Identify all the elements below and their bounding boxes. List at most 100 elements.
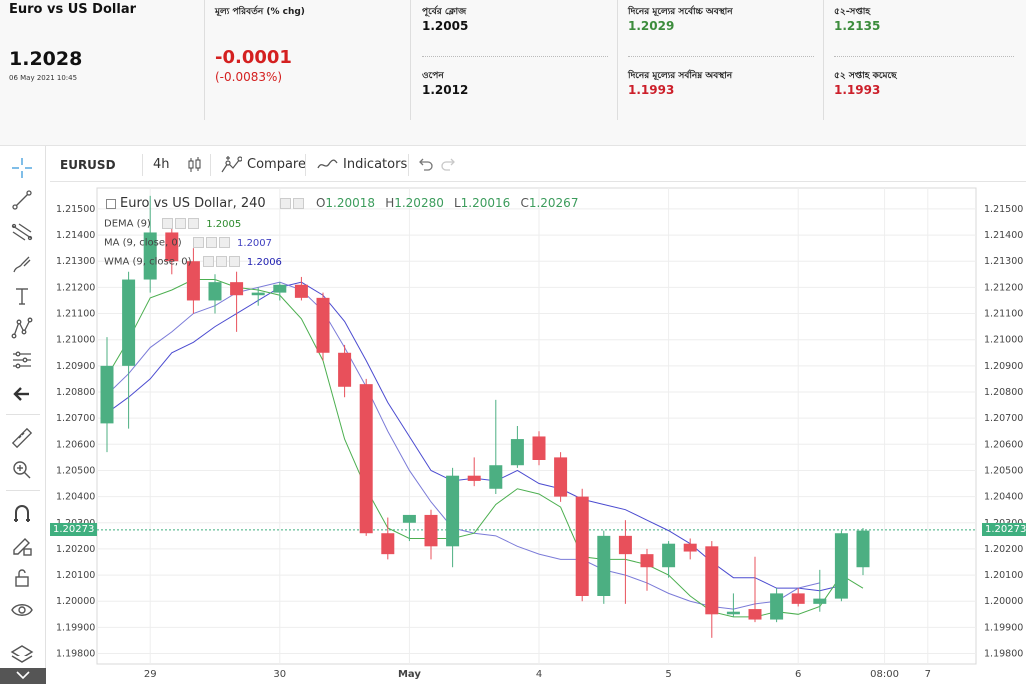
y-tick-label-left: 1.20200 bbox=[56, 544, 95, 555]
candle-down bbox=[618, 535, 632, 555]
visibility-icon[interactable] bbox=[175, 218, 187, 229]
divider bbox=[422, 56, 608, 57]
day-high-label: দিনের মূল্যের সর্বোচ্চ অবস্থান bbox=[628, 7, 733, 17]
divider bbox=[142, 154, 143, 176]
compare-icon[interactable] bbox=[220, 148, 243, 182]
price-chart[interactable]: 1.21500 1.21500 1.21400 1.21400 1.21300 1.213… bbox=[50, 186, 1026, 684]
y-tick-label-right: 1.21500 bbox=[984, 204, 1023, 215]
compare-button[interactable]: Compare bbox=[247, 157, 306, 172]
indicators-button[interactable]: Indicators bbox=[343, 157, 408, 172]
y-tick-label-left: 1.21200 bbox=[56, 282, 95, 293]
toolbar-collapse-button[interactable] bbox=[0, 668, 46, 684]
divider bbox=[204, 0, 205, 120]
zoom-in-icon[interactable] bbox=[10, 458, 34, 482]
candle-down bbox=[705, 546, 719, 615]
divider bbox=[6, 414, 40, 415]
y-tick-label-right: 1.21400 bbox=[984, 230, 1023, 241]
legend-open: 1.20018 bbox=[325, 196, 376, 210]
close-icon[interactable] bbox=[188, 218, 200, 229]
x-tick-label: 30 bbox=[273, 669, 286, 680]
x-tick-label: May bbox=[398, 669, 421, 680]
redo-icon[interactable] bbox=[440, 148, 458, 182]
ruler-icon[interactable] bbox=[10, 426, 34, 450]
candle-down bbox=[683, 543, 697, 552]
y-tick-label-right: 1.20000 bbox=[984, 596, 1023, 607]
plot-area bbox=[96, 187, 977, 665]
y-tick-label-right: 1.20700 bbox=[984, 413, 1023, 424]
candle-down bbox=[748, 609, 762, 620]
legend-h-label: H bbox=[385, 196, 395, 210]
x-tick-label: 5 bbox=[665, 669, 671, 680]
settings-icon[interactable] bbox=[162, 218, 174, 229]
crosshair-icon[interactable] bbox=[10, 156, 34, 180]
legend-low: 1.20016 bbox=[460, 196, 511, 210]
lock-icon[interactable] bbox=[10, 566, 34, 590]
quote-date: 06 May 2021 10:45 bbox=[9, 74, 78, 82]
candle-up bbox=[208, 282, 222, 301]
candle-up bbox=[446, 475, 460, 547]
y-tick-label-left: 1.20400 bbox=[56, 492, 95, 503]
undo-icon[interactable] bbox=[416, 148, 434, 182]
candle-up bbox=[770, 593, 784, 620]
candle-style-icon[interactable] bbox=[187, 148, 203, 182]
y-tick-label-left: 1.20500 bbox=[56, 465, 95, 476]
settings-icon[interactable] bbox=[279, 198, 291, 209]
prev-close-label: পূর্বের ক্লোজ bbox=[422, 7, 467, 17]
change-label: মূল্য পরিবর্তন (% chg) bbox=[215, 7, 305, 17]
day-high-value: 1.2029 bbox=[628, 19, 675, 33]
candle-down bbox=[294, 284, 308, 298]
y-tick-label-left: 1.20600 bbox=[56, 439, 95, 450]
candle-up bbox=[597, 535, 611, 596]
pattern-icon[interactable] bbox=[10, 316, 34, 340]
candle-down bbox=[381, 533, 395, 555]
fib-icon[interactable] bbox=[10, 220, 34, 244]
settings-icon[interactable] bbox=[192, 237, 204, 248]
y-tick-label-left: 1.21400 bbox=[56, 230, 95, 241]
interval-button[interactable]: 4h bbox=[153, 157, 170, 172]
y-tick-label-left: 1.19900 bbox=[56, 622, 95, 633]
legend-ma-value: 1.2007 bbox=[237, 237, 273, 249]
lock-draw-icon[interactable] bbox=[10, 534, 34, 558]
y-tick-label-left: 1.21300 bbox=[56, 256, 95, 267]
symbol-input[interactable]: EURUSD bbox=[60, 158, 116, 172]
collapse-legend-icon[interactable] bbox=[106, 198, 116, 209]
quote-header: Euro vs US Dollar 1.2028 06 May 2021 10:… bbox=[0, 0, 1026, 146]
x-tick-label: 6 bbox=[795, 669, 801, 680]
text-icon[interactable] bbox=[10, 284, 34, 308]
day-low-label: দিনের মূল্যের সর্বনিম্ন অবস্থান bbox=[628, 71, 733, 81]
candle-up bbox=[510, 439, 524, 466]
chart-canvas[interactable]: 1.21500 1.21500 1.21400 1.21400 1.21300 1.213… bbox=[50, 186, 1026, 684]
indicators-icon[interactable] bbox=[316, 148, 338, 182]
visibility-icon[interactable] bbox=[215, 256, 227, 267]
visibility-icon[interactable] bbox=[292, 198, 304, 209]
legend-ma[interactable]: MA (9, close, 0) 1.2007 bbox=[104, 237, 272, 249]
legend-wma[interactable]: WMA (9, close, 0) 1.2006 bbox=[104, 256, 282, 268]
candle-up bbox=[251, 292, 265, 296]
settings-icon[interactable] bbox=[202, 256, 214, 267]
candle-down bbox=[640, 554, 654, 568]
open-label: ওপেন bbox=[422, 71, 444, 81]
candle-down bbox=[554, 457, 568, 497]
layers-icon[interactable] bbox=[10, 642, 34, 666]
x-tick-label: 7 bbox=[925, 669, 931, 680]
y-tick-label-right: 1.21200 bbox=[984, 282, 1023, 293]
legend-dema[interactable]: DEMA (9) 1.2005 bbox=[104, 218, 241, 230]
close-icon[interactable] bbox=[228, 256, 240, 267]
measure-icon[interactable] bbox=[10, 348, 34, 372]
y-tick-label-right: 1.20500 bbox=[984, 465, 1023, 476]
y-tick-label-left: 1.20000 bbox=[56, 596, 95, 607]
trend-line-icon[interactable] bbox=[10, 188, 34, 212]
back-arrow-icon[interactable] bbox=[10, 382, 34, 406]
y-tick-label-left: 1.21100 bbox=[56, 309, 95, 320]
brush-icon[interactable] bbox=[10, 252, 34, 276]
visibility-icon[interactable] bbox=[205, 237, 217, 248]
y-tick-label-right: 1.21300 bbox=[984, 256, 1023, 267]
close-icon[interactable] bbox=[218, 237, 230, 248]
magnet-icon[interactable] bbox=[10, 502, 34, 526]
week52-high-label: ৫২-সপ্তাহ bbox=[834, 7, 871, 17]
eye-icon[interactable] bbox=[10, 598, 34, 622]
day-low-value: 1.1993 bbox=[628, 83, 675, 97]
legend-o-label: O bbox=[315, 196, 326, 210]
divider bbox=[834, 56, 1014, 57]
change-value: -0.0001 bbox=[215, 47, 292, 68]
